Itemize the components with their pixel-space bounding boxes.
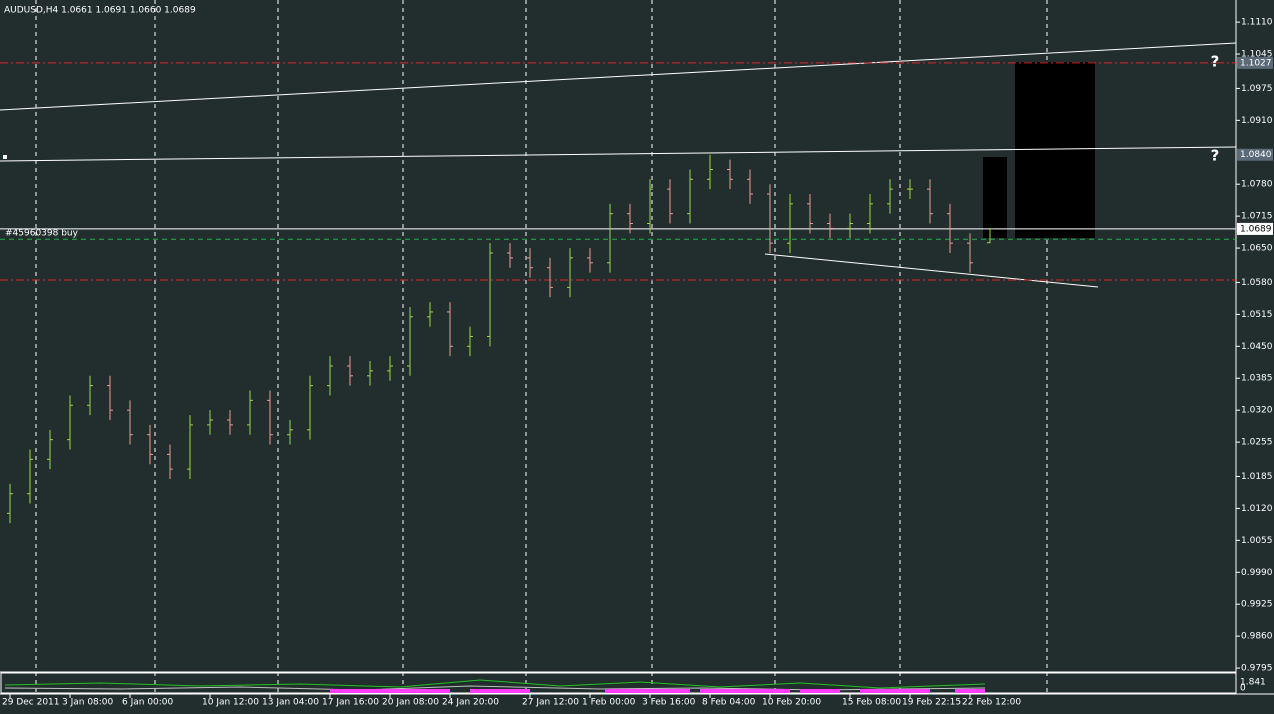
trendlines [0, 42, 1237, 288]
y-tick-label: 1.0650 [1241, 244, 1273, 254]
y-tick-label: 1.0910 [1241, 116, 1273, 126]
axis-marker [1237, 148, 1273, 161]
x-tick-label: 8 Feb 04:00 [702, 698, 756, 708]
axis-marker-label: 1.0840 [1240, 150, 1272, 160]
x-tick-label: 27 Jan 12:00 [522, 698, 579, 708]
y-tick-label: 1.0450 [1241, 342, 1273, 352]
x-tick-label: 6 Jan 00:00 [122, 698, 174, 708]
y-tick-label: 1.0580 [1241, 278, 1273, 288]
y-tick-label: 1.0715 [1241, 212, 1273, 222]
y-tick-label: 1.1110 [1241, 18, 1273, 28]
y-tick-label: 1.0055 [1241, 536, 1273, 546]
indicator-plot [4, 679, 986, 693]
y-tick-label: 1.0975 [1241, 84, 1273, 94]
x-tick-label: 15 Feb 08:00 [842, 698, 901, 708]
x-tick-label: 24 Jan 20:00 [442, 698, 499, 708]
x-tick-label: 29 Dec 2011 [2, 698, 60, 708]
x-tick-label: 13 Jan 04:00 [262, 698, 319, 708]
x-tick-label: 10 Feb 20:00 [762, 698, 821, 708]
question-mark: ? [1211, 147, 1220, 165]
y-tick-label: 1.0255 [1241, 438, 1273, 448]
x-tick-label: 19 Feb 22:15 [902, 698, 961, 708]
x-tick-label: 3 Jan 08:00 [62, 698, 114, 708]
y-tick-label: 1.0185 [1241, 472, 1273, 482]
y-tick-label: 0.9925 [1241, 600, 1273, 610]
y-tick-label: 1.0120 [1241, 504, 1273, 514]
y-tick-label: 1.0780 [1241, 180, 1273, 190]
y-tick-label: 1.0515 [1241, 310, 1273, 320]
y-tick-label: 0.9795 [1241, 664, 1273, 674]
axis-marker [1237, 56, 1273, 69]
y-tick-label: 0.9860 [1241, 632, 1273, 642]
indicator-label: 1.841 [1240, 678, 1266, 688]
y-tick-label: 1.1045 [1241, 50, 1273, 60]
y-tick-label: 1.0320 [1241, 406, 1273, 416]
chart-title: AUDUSD,H4 1.0661 1.0691 1.0660 1.0689 [4, 6, 196, 16]
y-tick-label: 1.0385 [1241, 374, 1273, 384]
x-tick-label: 22 Feb 12:00 [962, 698, 1021, 708]
x-tick-label: 20 Jan 08:00 [382, 698, 439, 708]
projection-box [1015, 62, 1095, 238]
x-tick-label: 17 Jan 16:00 [322, 698, 379, 708]
x-tick-label: 10 Jan 12:00 [202, 698, 259, 708]
projection-box [983, 157, 1007, 238]
question-mark: ? [1211, 53, 1220, 71]
order-label: #45960398 buy [5, 228, 79, 238]
axis-marker-label: 1.0689 [1240, 224, 1272, 234]
x-tick-label: 3 Feb 16:00 [642, 698, 696, 708]
axis-marker [1237, 222, 1273, 235]
y-tick-label: 0.9990 [1241, 568, 1273, 578]
axis-marker-label: 1.1027 [1240, 58, 1272, 68]
x-tick-label: 1 Feb 00:00 [582, 698, 636, 708]
trendline-handle [3, 155, 7, 159]
indicator-label: 0 [1240, 684, 1246, 694]
